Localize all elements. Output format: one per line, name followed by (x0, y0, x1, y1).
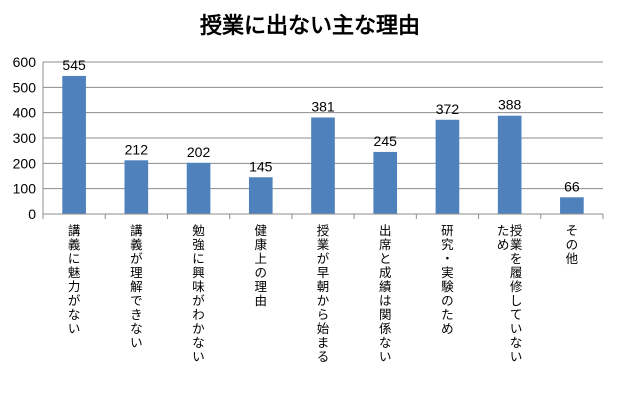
bar (497, 115, 522, 214)
axes (42, 62, 604, 219)
category-label: 健康上の理由 (255, 223, 268, 308)
bar (373, 151, 398, 214)
data-label: 388 (498, 97, 522, 113)
category-label: 出席と成績は関係ない (379, 223, 392, 364)
bar (248, 177, 273, 214)
y-tick-label: 100 (13, 181, 37, 197)
bar (435, 119, 460, 214)
category-label: 勉強に興味がわかない (192, 223, 205, 364)
bar (124, 160, 149, 214)
y-tick-label: 400 (13, 105, 37, 121)
bar (311, 117, 335, 214)
data-label: 381 (311, 98, 335, 114)
data-label: 212 (125, 141, 149, 157)
data-label: 66 (564, 178, 580, 194)
y-tick-label: 500 (13, 79, 37, 95)
category-label: 授業を履修していないため (497, 223, 523, 364)
category-label: 講義が理解できない (130, 223, 143, 350)
category-label: その他 (566, 223, 579, 266)
category-label: 研究・実験のため (441, 223, 454, 336)
category-label: 講義に魅力がない (68, 223, 81, 336)
chart-title: 授業に出ない主な理由 (200, 14, 420, 39)
y-axis-ticks: 0 100 200 300 400 500 600 (13, 54, 37, 222)
category-label: 授業が早朝から始まる (317, 223, 330, 364)
data-labels: 545 212 202 145 381 245 372 388 66 (62, 57, 579, 194)
data-label: 545 (62, 57, 86, 73)
y-tick-label: 0 (28, 206, 36, 222)
bar (186, 162, 211, 214)
data-label: 202 (187, 144, 211, 160)
y-tick-label: 600 (13, 54, 37, 70)
category-labels: 講義に魅力がない 講義が理解できない 勉強に興味がわかない 健康上の理由 授業が早朝から… (68, 223, 579, 364)
data-label: 372 (436, 101, 460, 117)
bar (560, 197, 584, 214)
bar (62, 75, 86, 214)
data-label: 245 (374, 133, 398, 149)
y-tick-label: 300 (13, 130, 37, 146)
y-tick-label: 200 (13, 155, 37, 171)
data-label: 145 (249, 158, 273, 174)
bars (62, 75, 584, 214)
